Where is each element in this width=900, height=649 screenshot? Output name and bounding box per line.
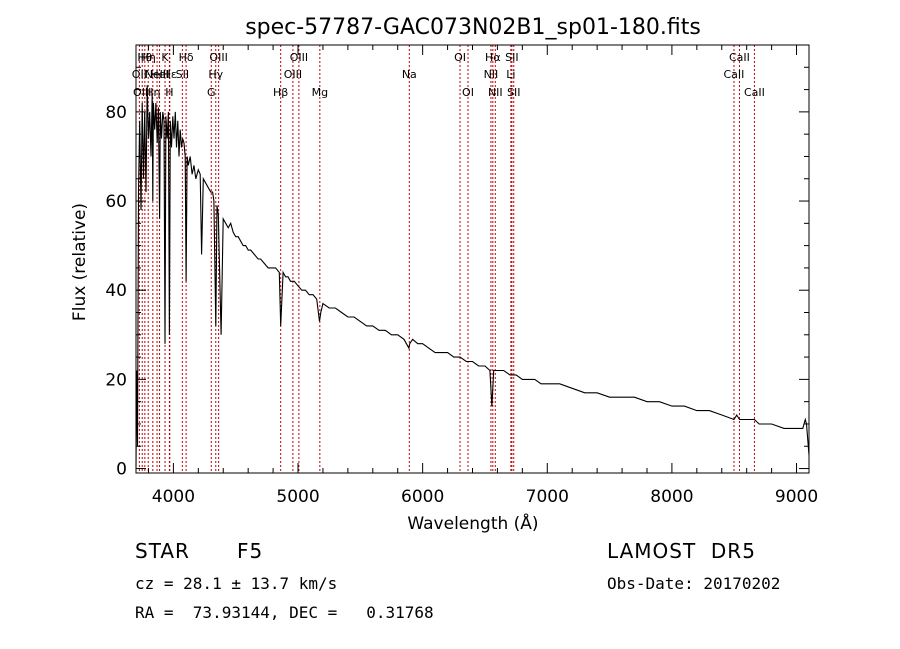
spectral-line-label: SII <box>505 51 518 64</box>
redshift-value: cz = 28.1 ± 13.7 km/s <box>135 574 338 593</box>
spectral-line-label: NeIII <box>145 68 170 81</box>
spectral-line-label: Hη <box>145 86 160 99</box>
spectral-line-label: K <box>161 51 169 64</box>
coordinates: RA = 73.93144, DEC = 0.31768 <box>135 603 434 622</box>
spectral-line-label: Na <box>402 68 417 81</box>
y-tick-label: 40 <box>105 281 127 301</box>
spectral-line-label: HeI <box>150 68 168 81</box>
spectral-line-label: Mg <box>312 86 328 99</box>
plot-frame <box>135 44 810 474</box>
spectral-line-label: CaII <box>724 68 745 81</box>
spectral-line-label: CaII <box>744 86 765 99</box>
spectral-line-labels: OIIOIIIHθHηHηNeIIIHeIKHHεSIIHδGHγOIIIHβO… <box>132 51 765 99</box>
spectral-line-label: H <box>165 86 173 99</box>
y-tick-label: 0 <box>116 460 127 480</box>
spectral-line-label: Hε <box>163 68 177 81</box>
spectral-line-label: OI <box>462 86 474 99</box>
spectral-line-label: Hα <box>485 51 501 64</box>
x-tick-label: 6000 <box>401 487 444 507</box>
object-subclass: F5 <box>237 539 264 563</box>
spectral-line-label: Li <box>506 68 515 81</box>
chart-title: spec-57787-GAC073N02B1_sp01-180.fits <box>245 15 701 40</box>
x-tick-label: 7000 <box>526 487 569 507</box>
spectral-line-label: OIII <box>209 51 227 64</box>
spectral-line-label: SII <box>176 68 189 81</box>
spectral-line-label: Hη <box>141 51 156 64</box>
spectral-line-label: SII <box>507 86 520 99</box>
x-tick-label: 5000 <box>276 487 319 507</box>
x-tick-label: 4000 <box>152 487 195 507</box>
spectrum-series <box>135 85 810 469</box>
object-class: STAR <box>135 539 190 563</box>
y-axis-label: Flux (relative) <box>70 203 90 321</box>
y-tick-label: 20 <box>105 370 127 390</box>
spectral-line-label: OIII <box>284 68 302 81</box>
y-tick-label: 80 <box>105 103 127 123</box>
spectral-line-label: Hγ <box>208 68 223 81</box>
spectral-line-markers <box>138 45 755 473</box>
spectral-line-label: NII <box>488 86 503 99</box>
x-tick-label: 8000 <box>650 487 693 507</box>
spectral-line-label: NII <box>484 68 499 81</box>
spectral-line-label: Hδ <box>179 51 194 64</box>
x-axis-label: Wavelength (Å) <box>407 512 538 534</box>
x-tick-labels: 4000 5000 6000 7000 8000 9000 <box>152 487 818 507</box>
spectral-line-label: CaII <box>729 51 750 64</box>
spectral-line-label: OIII <box>290 51 308 64</box>
spectral-line-label: OI <box>454 51 466 64</box>
y-tick-labels: 0 20 40 60 80 <box>105 103 127 480</box>
spectral-line-label: Hθ <box>137 51 152 64</box>
survey-name: LAMOST DR5 <box>607 539 756 563</box>
axis-ticks <box>136 45 809 473</box>
x-tick-label: 9000 <box>775 487 818 507</box>
spectral-line-label: Hβ <box>273 86 288 99</box>
observation-date: Obs-Date: 20170202 <box>607 574 781 593</box>
y-tick-label: 60 <box>105 192 127 212</box>
spectral-line-label: G <box>207 86 216 99</box>
